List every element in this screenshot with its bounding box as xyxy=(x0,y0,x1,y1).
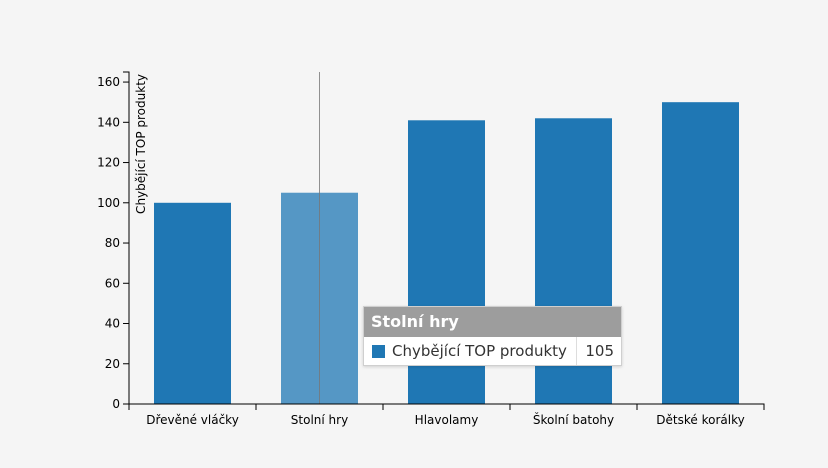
tooltip-row: Chybějící TOP produkty 105 xyxy=(364,337,621,365)
x-tick-label: Školní batohy xyxy=(533,412,614,427)
y-tick-label: 0 xyxy=(112,397,120,411)
tooltip-value: 105 xyxy=(576,337,621,365)
y-tick-label: 40 xyxy=(105,317,120,331)
y-tick-label: 160 xyxy=(97,75,120,89)
x-tick-label: Hlavolamy xyxy=(415,413,479,427)
y-axis-title: Chybějící TOP produkty xyxy=(134,74,148,214)
x-tick-label: Dřevěné vláčky xyxy=(146,413,239,427)
y-axis-line xyxy=(123,71,130,405)
y-tick-label: 140 xyxy=(97,115,120,129)
x-tick-label: Dětské korálky xyxy=(656,413,744,427)
y-tick-label: 20 xyxy=(105,357,120,371)
y-tick-label: 120 xyxy=(97,156,120,170)
y-tick-label: 100 xyxy=(97,196,120,210)
tooltip-title: Stolní hry xyxy=(364,307,621,337)
bar xyxy=(662,102,739,404)
tooltip-swatch-icon xyxy=(372,344,385,358)
x-axis-line xyxy=(128,403,765,410)
chart-tooltip: Stolní hry Chybějící TOP produkty 105 xyxy=(363,306,622,366)
x-tick-label: Stolní hry xyxy=(291,413,348,427)
y-tick-label: 80 xyxy=(105,236,120,250)
y-tick-label: 60 xyxy=(105,276,120,290)
tooltip-series-name: Chybějící TOP produkty xyxy=(392,342,567,360)
bar xyxy=(154,202,231,404)
